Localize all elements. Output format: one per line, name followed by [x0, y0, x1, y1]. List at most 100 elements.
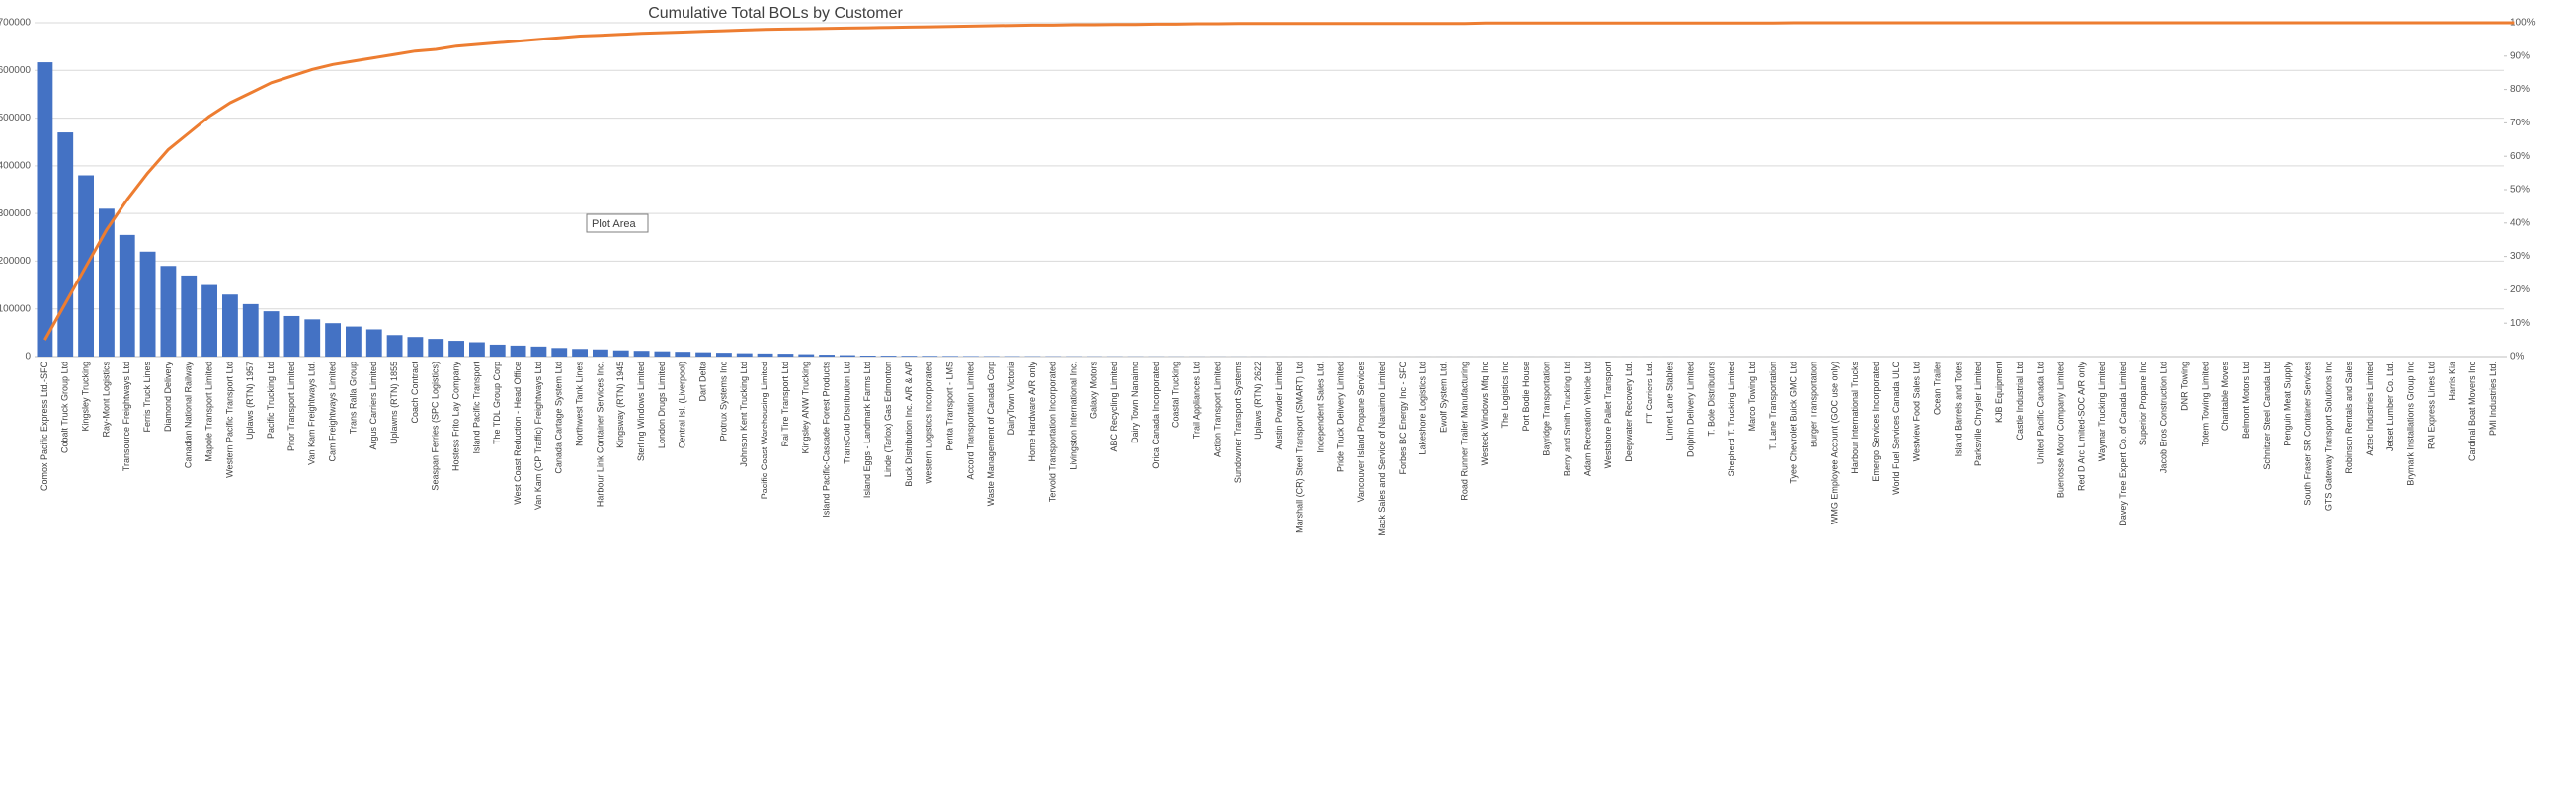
- x-tick-label: Harris Kia: [2447, 362, 2456, 401]
- bar: [942, 356, 958, 357]
- x-tick-label: Harbour International Trucks: [1850, 362, 1860, 474]
- x-tick-label: The TDL Group Corp: [492, 362, 502, 444]
- x-tick-label: DairyTown Victoria: [1006, 362, 1016, 435]
- x-tick-label: Harbour Link Container Services Inc.: [595, 362, 604, 507]
- bar: [572, 349, 588, 357]
- x-tick-label: Austin Powder Limited: [1274, 362, 1284, 450]
- x-tick-label: Prior Transport Limited: [286, 362, 296, 451]
- x-tick-label: FT Carriers Ltd.: [1645, 362, 1654, 424]
- y-tick-label: 100000: [0, 303, 31, 314]
- x-tick-label: Westview Food Sales Ltd: [1912, 362, 1922, 461]
- x-tick-label: Westshore Pallet Transport: [1603, 362, 1613, 469]
- x-tick-label: Seaspan Ferries (SPC Logistics): [431, 362, 441, 491]
- x-tick-label: Uplawns (RTN) 1855: [389, 362, 399, 444]
- x-tick-label: Parksville Chrysler Limited: [1973, 362, 1983, 466]
- bar: [37, 62, 53, 357]
- bar: [304, 319, 321, 357]
- bar: [139, 251, 156, 357]
- bar: [407, 337, 424, 357]
- x-tick-label: Castle Industrial Ltd: [2015, 362, 2025, 441]
- bar: [675, 352, 691, 357]
- x-tick-label: Penta Transport - LMS: [944, 362, 954, 451]
- x-tick-label: Uplaws (RTN) 1957: [245, 362, 255, 440]
- x-tick-label: Lakeshore Logistics Ltd: [1418, 362, 1428, 455]
- x-tick-label: Charitable Moves: [2220, 362, 2230, 432]
- bar: [716, 353, 732, 357]
- x-tick-label: Cobalt Truck Group Ltd: [60, 362, 70, 453]
- y-tick-label: 200000: [0, 256, 31, 267]
- x-tick-label: Dart Delta: [697, 362, 707, 402]
- x-tick-label: United Pacific Canada Ltd: [2036, 362, 2046, 464]
- x-tick-label: Waymar Trucking Limited: [2097, 362, 2107, 461]
- x-tick-label: Transource Freightways Ltd: [121, 362, 131, 471]
- bar: [654, 351, 671, 357]
- x-tick-label: Mack Sales and Service of Nanaimo Limite…: [1377, 362, 1387, 536]
- y2-tick-label: 60%: [2510, 151, 2530, 162]
- x-tick-label: Ocean Trailer: [1932, 362, 1942, 415]
- tooltip-box: [586, 213, 649, 233]
- bar: [510, 345, 526, 357]
- bar: [819, 355, 835, 357]
- bar: [593, 349, 608, 357]
- y-tick-label: 400000: [0, 160, 31, 171]
- x-tick-label: WMG Employee Account (GOC use only): [1829, 362, 1839, 524]
- y2-tick-label: 10%: [2510, 318, 2530, 329]
- bar: [201, 284, 217, 357]
- y2-tick-label: 90%: [2510, 50, 2530, 61]
- x-tick-label: Berry and Smith Trucking Ltd: [1562, 362, 1571, 476]
- x-tick-label: The Logistics Inc: [1500, 362, 1510, 429]
- y2-tick-label: 20%: [2510, 284, 2530, 295]
- bar: [859, 356, 876, 357]
- x-tick-label: Protrux Systems Inc: [718, 362, 728, 442]
- x-tick-label: Penguin Meat Supply: [2283, 362, 2293, 446]
- bar: [901, 356, 918, 357]
- x-tick-label: Coastal Trucking: [1171, 362, 1181, 428]
- y2-tick-label: 100%: [2510, 18, 2536, 29]
- x-tick-label: Uplaws (RTN) 2622: [1253, 362, 1263, 440]
- x-tick-label: ABC Recycling Limited: [1109, 362, 1119, 452]
- x-tick-label: Buenosse Motor Company Limited: [2055, 362, 2065, 498]
- x-tick-label: Kingsway (RTN) 1945: [615, 362, 625, 448]
- x-tick-label: Rai Tire Transport Ltd: [780, 362, 790, 447]
- cumulative-line: [43, 21, 2515, 341]
- bar: [448, 341, 464, 357]
- x-tick-label: Waste Management of Canada Corp: [986, 362, 996, 506]
- bar: [222, 294, 238, 357]
- bar: [346, 326, 362, 357]
- x-tick-label: Accord Transportation Limited: [965, 362, 975, 480]
- y2-tick-label: 50%: [2510, 185, 2530, 196]
- x-tick-label: World Fuel Services Canada ULC: [1892, 362, 1901, 495]
- x-tick-label: Pacific Coast Warehousing Limited: [760, 362, 769, 499]
- x-tick-label: Cam Freightways Limited: [327, 362, 337, 462]
- x-tick-label: Totem Towing Limited: [2200, 362, 2210, 446]
- x-tick-label: Ewolf System Ltd.: [1438, 362, 1448, 433]
- x-tick-label: Johnson Kent Trucking Ltd: [739, 362, 749, 467]
- x-tick-label: Westeck Windows Mfg Inc: [1480, 362, 1489, 466]
- bar: [736, 353, 753, 357]
- y2-tick-label: 70%: [2510, 118, 2530, 128]
- bar: [633, 351, 650, 357]
- x-tick-label: Pride Truck Delivery Limited: [1335, 362, 1345, 472]
- tooltip-text: Plot Area: [592, 218, 637, 230]
- y2-tick-label: 30%: [2510, 251, 2530, 262]
- x-tick-label: T. Lane Transportation: [1768, 362, 1778, 450]
- x-tick-label: Davey Tree Expert Co. of Canada Limited: [2118, 362, 2128, 526]
- x-tick-label: Canadian National Railway: [184, 362, 194, 469]
- bar: [99, 208, 115, 357]
- bar: [386, 335, 403, 357]
- y-tick-label: 700000: [0, 18, 31, 29]
- x-tick-label: Dolphin Delivery Limited: [1685, 362, 1695, 457]
- bar: [469, 342, 485, 357]
- x-tick-label: West Coast Reduction - Head Office: [513, 362, 523, 505]
- x-tick-label: Kingsley Trucking: [80, 362, 90, 432]
- x-tick-label: Robinson Rentals and Sales: [2344, 362, 2354, 474]
- x-tick-label: Linde (Tarlox) Gas Edmonton: [883, 362, 893, 477]
- x-tick-label: Marco Towing Ltd: [1747, 362, 1757, 431]
- x-tick-label: GTS Gateway Transport Solutions Inc: [2323, 362, 2333, 512]
- x-tick-label: Belmont Motors Ltd: [2241, 362, 2251, 439]
- bar: [922, 356, 938, 357]
- y-tick-label: 0: [25, 352, 31, 362]
- x-tick-label: Marshall (CR) Steel Transport (SMART) Lt…: [1295, 362, 1305, 533]
- bar: [551, 348, 568, 357]
